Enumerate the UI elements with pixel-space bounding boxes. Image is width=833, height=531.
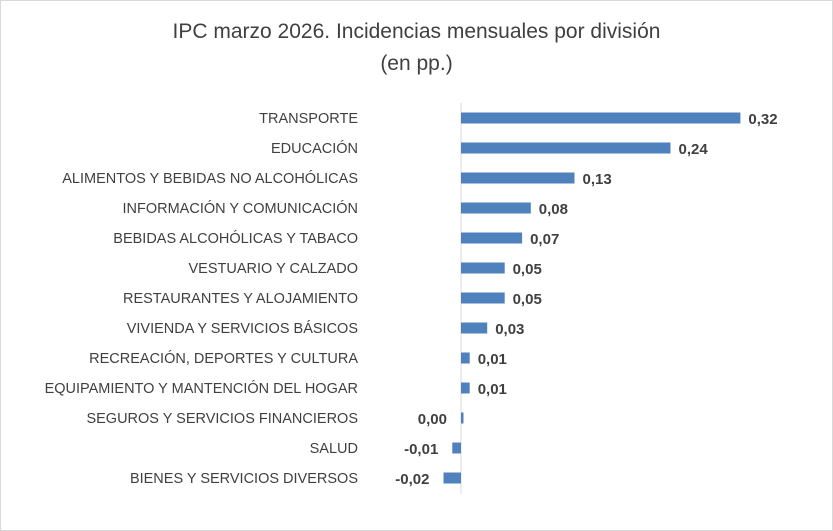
data-label: 0,01 [478,381,507,398]
category-label: EQUIPAMIENTO Y MANTENCIÓN DEL HOGAR [45,380,358,397]
bar [461,322,488,334]
bar [461,142,671,154]
data-label: -0,02 [395,471,429,488]
data-label: 0,03 [495,321,524,338]
bar [461,262,505,274]
bar [461,352,470,364]
data-label: 0,00 [418,411,447,428]
bar [461,232,523,244]
category-label: BIENES Y SERVICIOS DIVERSOS [130,471,358,487]
category-label: ALIMENTOS Y BEBIDAS NO ALCOHÓLICAS [62,170,358,187]
data-label: 0,24 [679,141,709,158]
category-label: EDUCACIÓN [271,140,358,157]
bar [461,112,741,124]
category-label: TRANSPORTE [259,111,358,127]
data-label: 0,08 [539,201,568,218]
data-label: 0,32 [748,111,777,128]
data-label: 0,07 [530,231,559,248]
category-label: VIVIENDA Y SERVICIOS BÁSICOS [127,320,358,337]
bar [461,382,470,394]
data-label: 0,05 [513,291,542,308]
chart-subtitle: (en pp.) [380,52,453,75]
category-label: RECREACIÓN, DEPORTES Y CULTURA [89,350,358,367]
data-label: 0,05 [513,261,542,278]
category-label: VESTUARIO Y CALZADO [189,261,358,277]
bar [443,472,461,484]
data-label: -0,01 [404,441,438,458]
bar [461,292,505,304]
bar [461,412,464,424]
category-label: SEGUROS Y SERVICIOS FINANCIEROS [86,411,358,427]
category-label: BEBIDAS ALCOHÓLICAS Y TABACO [113,230,358,247]
bar [452,442,461,454]
bar [461,172,575,184]
category-label: SALUD [310,441,358,457]
bar [461,202,531,214]
category-label: INFORMACIÓN Y COMUNICACIÓN [122,200,358,217]
chart-title: IPC marzo 2026. Incidencias mensuales po… [172,20,661,43]
category-label: RESTAURANTES Y ALOJAMIENTO [123,291,358,307]
data-label: 0,13 [583,171,612,188]
data-label: 0,01 [478,351,507,368]
